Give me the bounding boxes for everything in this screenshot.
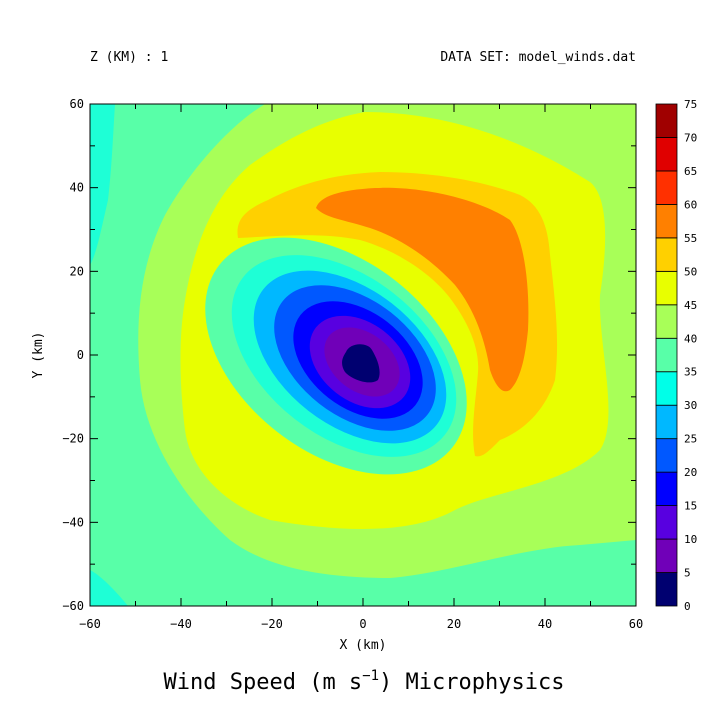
colorbar-label: 5 bbox=[684, 567, 691, 580]
y-axis-tick-labels: −60 −40 −20 0 20 40 60 bbox=[62, 97, 84, 613]
colorbar-label: 40 bbox=[684, 332, 697, 345]
x-tick-label: 20 bbox=[447, 617, 461, 631]
y-tick-label: 60 bbox=[70, 97, 84, 111]
contour-band-35-40 bbox=[90, 104, 636, 606]
colorbar-label: 20 bbox=[684, 466, 697, 479]
colorbar-labels: 0 5 10 15 20 25 30 35 40 45 50 55 60 65 70 75 bbox=[684, 98, 697, 613]
x-tick-label: 60 bbox=[629, 617, 643, 631]
colorbar-swatch bbox=[655, 170, 678, 205]
contour-band-0-5-eye bbox=[342, 344, 380, 383]
y-tick-label: 20 bbox=[70, 264, 84, 278]
colorbar-label: 0 bbox=[684, 600, 691, 613]
colorbar-swatch bbox=[655, 103, 678, 138]
x-tick-label: 40 bbox=[538, 617, 552, 631]
colorbar-swatch bbox=[655, 471, 678, 506]
colorbar-label: 30 bbox=[684, 399, 697, 412]
colorbar-swatch bbox=[655, 572, 678, 607]
colorbar-label: 70 bbox=[684, 131, 697, 144]
colorbar-swatch bbox=[655, 371, 678, 406]
colorbar-swatch bbox=[655, 270, 678, 306]
colorbar-swatch bbox=[655, 137, 678, 172]
y-axis-label: Y (km) bbox=[31, 332, 46, 379]
x-axis-ticks bbox=[89, 104, 637, 606]
x-tick-label: −20 bbox=[261, 617, 283, 631]
chart-title: Wind Speed (m s−1) Microphysics bbox=[164, 668, 565, 695]
colorbar-label: 60 bbox=[684, 198, 697, 211]
colorbar-label: 35 bbox=[684, 366, 697, 379]
colorbar-swatch bbox=[655, 203, 678, 239]
chart-title-suffix: ) Microphysics bbox=[379, 670, 564, 695]
colorbar-label: 15 bbox=[684, 500, 697, 513]
colorbar-swatch bbox=[655, 438, 678, 473]
colorbar-label: 65 bbox=[684, 165, 697, 178]
colorbar-swatch bbox=[655, 538, 678, 573]
x-axis-label: X (km) bbox=[340, 638, 387, 653]
colorbar-swatch bbox=[655, 304, 678, 339]
x-tick-label: −40 bbox=[170, 617, 192, 631]
colorbar-label: 25 bbox=[684, 433, 697, 446]
colorbar-swatch bbox=[655, 404, 678, 440]
header-right: DATA SET: model_winds.dat bbox=[440, 50, 636, 65]
x-axis-tick-labels: −60 −40 −20 0 20 40 60 bbox=[79, 617, 643, 631]
y-axis-ticks bbox=[90, 103, 636, 607]
header-left: Z (KM) : 1 bbox=[90, 50, 168, 65]
y-tick-label: 40 bbox=[70, 181, 84, 195]
x-tick-label: 0 bbox=[359, 617, 366, 631]
colorbar-swatch bbox=[655, 505, 678, 540]
colorbar-label: 10 bbox=[684, 533, 697, 546]
y-tick-label: −40 bbox=[62, 515, 84, 529]
chart-title-exponent: −1 bbox=[362, 668, 379, 684]
colorbar-label: 45 bbox=[684, 299, 697, 312]
colorbar-swatch bbox=[655, 237, 678, 272]
y-tick-label: 0 bbox=[77, 348, 84, 362]
chart-title-main: Wind Speed (m s bbox=[164, 670, 363, 695]
colorbar-label: 55 bbox=[684, 232, 697, 245]
y-tick-label: −60 bbox=[62, 599, 84, 613]
contour-band-30-35-corner bbox=[90, 570, 128, 606]
contour-band-30-35-left bbox=[90, 104, 115, 265]
colorbar-label: 75 bbox=[684, 98, 697, 111]
y-tick-label: −20 bbox=[62, 432, 84, 446]
x-tick-label: −60 bbox=[79, 617, 101, 631]
colorbar bbox=[655, 103, 678, 607]
colorbar-label: 50 bbox=[684, 265, 697, 278]
contour-field bbox=[90, 104, 636, 606]
contour-band-55-60 bbox=[316, 187, 529, 392]
colorbar-swatch bbox=[655, 337, 678, 373]
